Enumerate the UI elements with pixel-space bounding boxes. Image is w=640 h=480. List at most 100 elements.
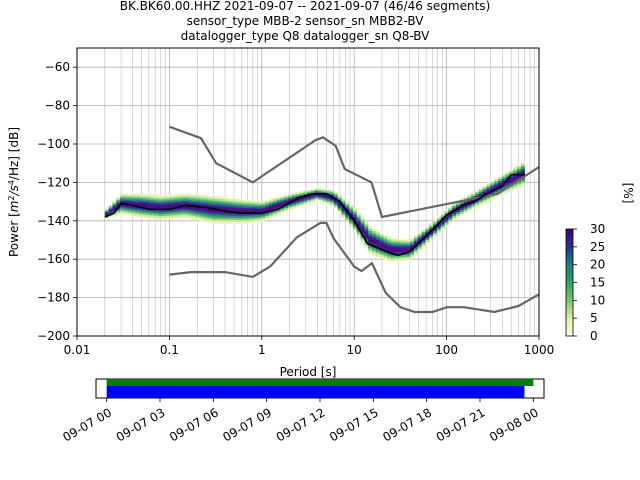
heatmap-cell: [139, 202, 144, 205]
heatmap-cell: [391, 242, 396, 245]
heatmap-cell: [139, 204, 144, 207]
x-tick-label: 0.1: [160, 343, 179, 357]
heatmap-cell: [455, 211, 461, 214]
heatmap-cell: [135, 203, 140, 206]
heatmap-cell: [169, 197, 174, 200]
heatmap-cell: [372, 249, 377, 253]
heatmap-cell: [368, 248, 373, 251]
heatmap-cell: [242, 206, 247, 209]
heatmap-cell: [131, 210, 136, 213]
heatmap-cell: [284, 205, 289, 209]
heatmap-cell: [230, 202, 235, 205]
heatmap-cell: [284, 202, 289, 205]
heatmap-cell: [230, 221, 235, 224]
heatmap-cell: [379, 235, 384, 238]
heatmap-cell: [425, 241, 430, 244]
heatmap-cell: [192, 194, 197, 197]
heatmap-cell: [513, 170, 518, 173]
heatmap-cell: [425, 226, 430, 229]
heatmap-cell: [394, 249, 400, 253]
heatmap-cell: [207, 199, 212, 202]
heatmap-cell: [184, 193, 190, 196]
heatmap-cell: [268, 204, 274, 207]
heatmap-cell: [192, 217, 197, 220]
heatmap-cell: [158, 204, 163, 207]
heatmap-cell: [196, 212, 201, 215]
heatmap-cell: [120, 195, 125, 198]
heatmap-cell: [448, 209, 453, 212]
colorbar-tick-label: 5: [590, 311, 598, 325]
heatmap-cell: [482, 199, 487, 202]
heatmap-cell: [211, 204, 216, 207]
heatmap-cell: [387, 255, 392, 258]
heatmap-cell: [192, 212, 197, 215]
heatmap-cell: [280, 197, 285, 201]
heatmap-cell: [478, 203, 483, 206]
heatmap-cell: [219, 210, 224, 213]
heatmap-cell: [162, 200, 167, 203]
heatmap-cell: [154, 196, 159, 199]
heatmap-cell: [158, 214, 163, 217]
heatmap-cell: [291, 195, 296, 198]
heatmap-cell: [352, 226, 358, 229]
heatmap-cell: [406, 254, 411, 257]
heatmap-cell: [131, 214, 136, 217]
heatmap-cell: [326, 196, 331, 199]
heatmap-cell: [276, 203, 281, 206]
heatmap-cell: [497, 194, 503, 197]
heatmap-cell: [165, 203, 171, 207]
heatmap-cell: [494, 184, 499, 187]
heatmap-cell: [402, 251, 407, 254]
heatmap-cell: [406, 246, 411, 249]
heatmap-cell: [257, 218, 262, 221]
heatmap-cell: [345, 217, 350, 220]
heatmap-cell: [188, 215, 193, 218]
heatmap-cell: [219, 219, 224, 222]
heatmap-cell: [383, 242, 388, 245]
heatmap-cell: [421, 229, 426, 233]
heatmap-cell: [513, 172, 518, 175]
heatmap-cell: [226, 216, 232, 219]
heatmap-cell: [352, 230, 358, 233]
heatmap-cell: [230, 219, 235, 222]
heatmap-cell: [513, 187, 518, 190]
heatmap-cell: [425, 230, 430, 233]
heatmap-cell: [417, 235, 422, 238]
heatmap-cell: [169, 213, 174, 216]
heatmap-cell: [146, 210, 151, 214]
heatmap-cell: [204, 210, 209, 213]
heatmap-cell: [417, 247, 422, 250]
heatmap-cell: [482, 189, 487, 193]
heatmap-cell: [219, 196, 224, 199]
heatmap-cell: [177, 203, 182, 206]
heatmap-cell: [223, 206, 228, 209]
heatmap-cell: [375, 237, 380, 241]
heatmap-cell: [116, 201, 121, 204]
heatmap-cell: [127, 206, 132, 209]
heatmap-cell: [356, 216, 361, 219]
heatmap-cell: [184, 216, 190, 219]
heatmap-cell: [520, 180, 525, 183]
heatmap-cell: [238, 214, 243, 217]
heatmap-cell: [513, 185, 518, 188]
heatmap-cell: [375, 249, 380, 252]
heatmap-cell: [440, 214, 445, 217]
x-axis-label: Period [s]: [280, 365, 337, 379]
heatmap-cell: [433, 219, 438, 222]
heatmap-cell: [150, 201, 155, 204]
heatmap-cell: [310, 198, 316, 201]
heatmap-cell: [272, 204, 277, 208]
heatmap-cell: [440, 216, 445, 219]
heatmap-cell: [177, 206, 182, 210]
y-tick-label: −200: [37, 329, 70, 343]
heatmap-cell: [402, 254, 407, 258]
heatmap-cell: [368, 250, 373, 253]
heatmap-cell: [379, 243, 384, 246]
heatmap-cell: [165, 194, 171, 197]
heatmap-cell: [188, 207, 193, 210]
heatmap-cell: [162, 206, 167, 209]
heatmap-cell: [253, 206, 258, 210]
heatmap-cell: [486, 186, 491, 189]
heatmap-cell: [505, 181, 510, 184]
heatmap-cell: [288, 194, 293, 197]
